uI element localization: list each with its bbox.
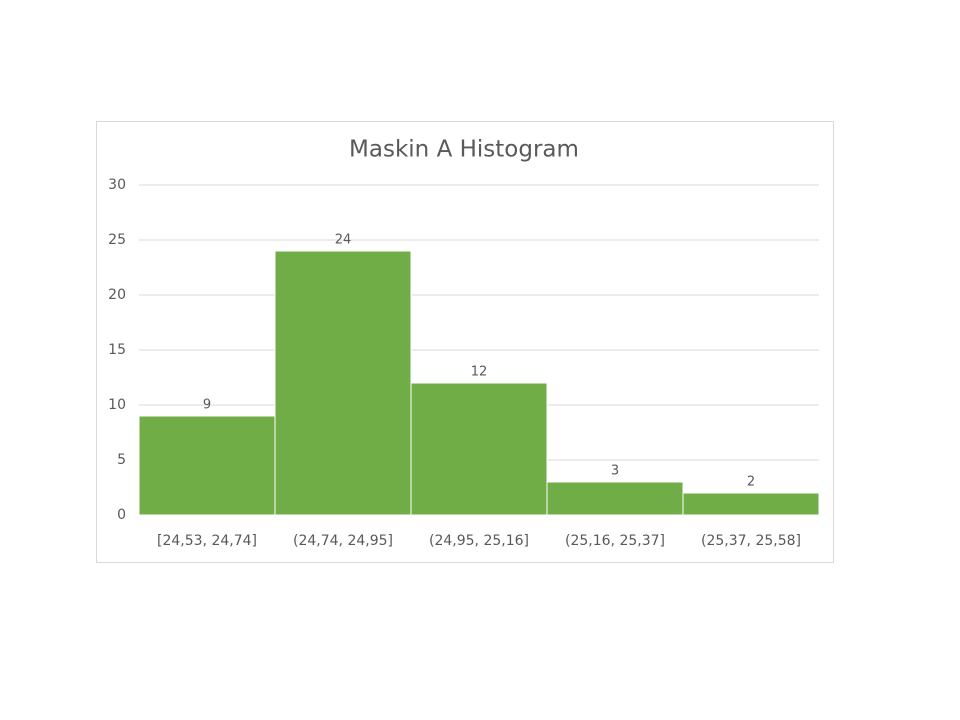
bar (682, 492, 820, 516)
x-tick-label: (25,37, 25,58] (701, 533, 801, 549)
y-tick-label: 15 (108, 342, 126, 358)
y-tick-label: 30 (108, 177, 126, 193)
data-label: 2 (747, 475, 755, 490)
bar (546, 481, 684, 516)
y-tick-label: 5 (117, 452, 126, 468)
x-tick-label: (25,16, 25,37] (565, 533, 665, 549)
y-tick-label: 10 (108, 397, 126, 413)
bar (410, 382, 548, 516)
data-label: 24 (335, 233, 352, 248)
y-tick-label: 20 (108, 287, 126, 303)
bar (138, 415, 276, 516)
data-label: 12 (471, 365, 488, 380)
data-label: 9 (203, 398, 211, 413)
x-tick-label: [24,53, 24,74] (157, 533, 257, 549)
x-tick-label: (24,74, 24,95] (293, 533, 393, 549)
chart-title: Maskin A Histogram (349, 137, 579, 163)
data-label: 3 (611, 464, 619, 479)
y-tick-label: 0 (117, 507, 126, 523)
bar (274, 250, 412, 516)
y-tick-label: 25 (108, 232, 126, 248)
x-tick-label: (24,95, 25,16] (429, 533, 529, 549)
